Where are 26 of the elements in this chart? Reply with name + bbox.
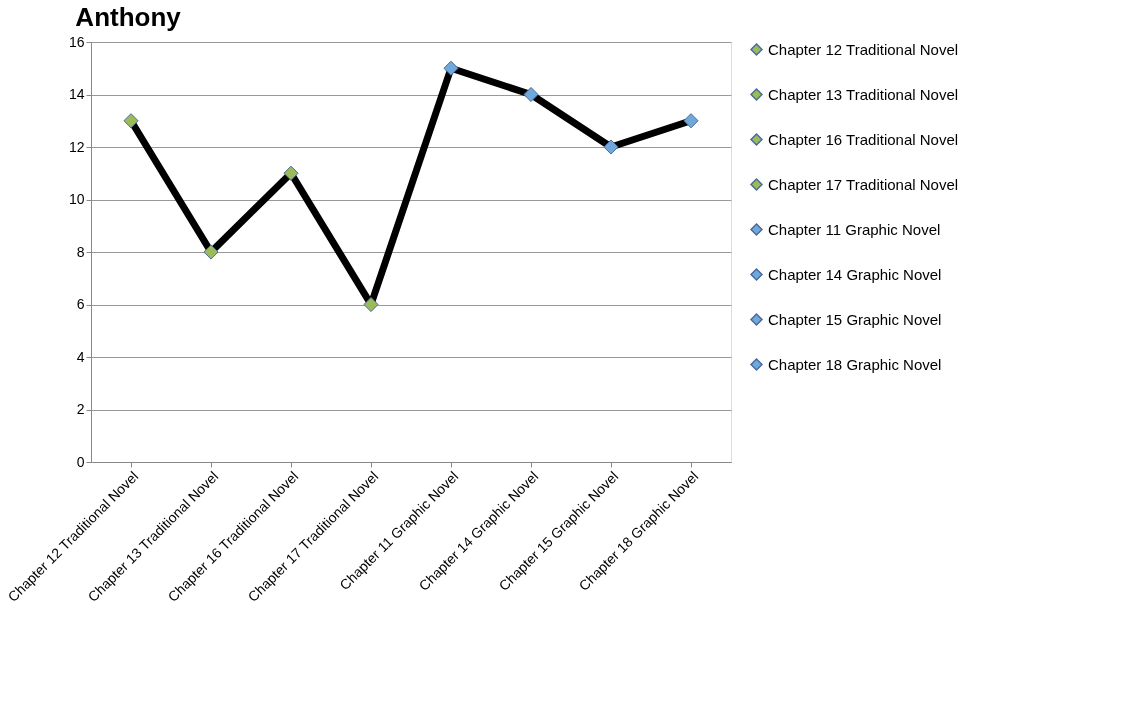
legend-label: Chapter 18 Graphic Novel — [768, 355, 942, 373]
point — [603, 139, 619, 155]
y-tick-label: 2 — [76, 401, 85, 417]
y-tick-label: 14 — [68, 86, 85, 102]
point — [523, 86, 539, 103]
point — [123, 113, 139, 129]
y-tick-label: 12 — [68, 138, 85, 155]
point — [283, 165, 299, 181]
legend-label: Chapter 16 Traditional Novel — [768, 130, 959, 148]
legend-label: Chapter 12 Traditional Novel — [768, 40, 959, 58]
y-tick-label: 8 — [76, 243, 85, 260]
y-tick-label: 4 — [76, 348, 85, 365]
point — [363, 296, 379, 313]
legend-label: Chapter 17 Traditional Novel — [768, 175, 959, 193]
point — [443, 60, 459, 76]
y-tick-label: 6 — [76, 296, 85, 312]
chart-title: Anthony — [75, 2, 182, 32]
y-tick-label: 0 — [76, 453, 85, 470]
legend-label: Chapter 13 Traditional Novel — [768, 85, 959, 103]
legend-label: Chapter 11 Graphic Novel — [768, 220, 941, 238]
legend-label: Chapter 14 Graphic Novel — [768, 265, 942, 283]
legend-label: Chapter 15 Graphic Novel — [768, 310, 942, 328]
y-tick-label: 10 — [68, 191, 85, 207]
point — [683, 113, 699, 129]
point — [203, 244, 219, 260]
y-tick-label: 16 — [68, 33, 85, 50]
